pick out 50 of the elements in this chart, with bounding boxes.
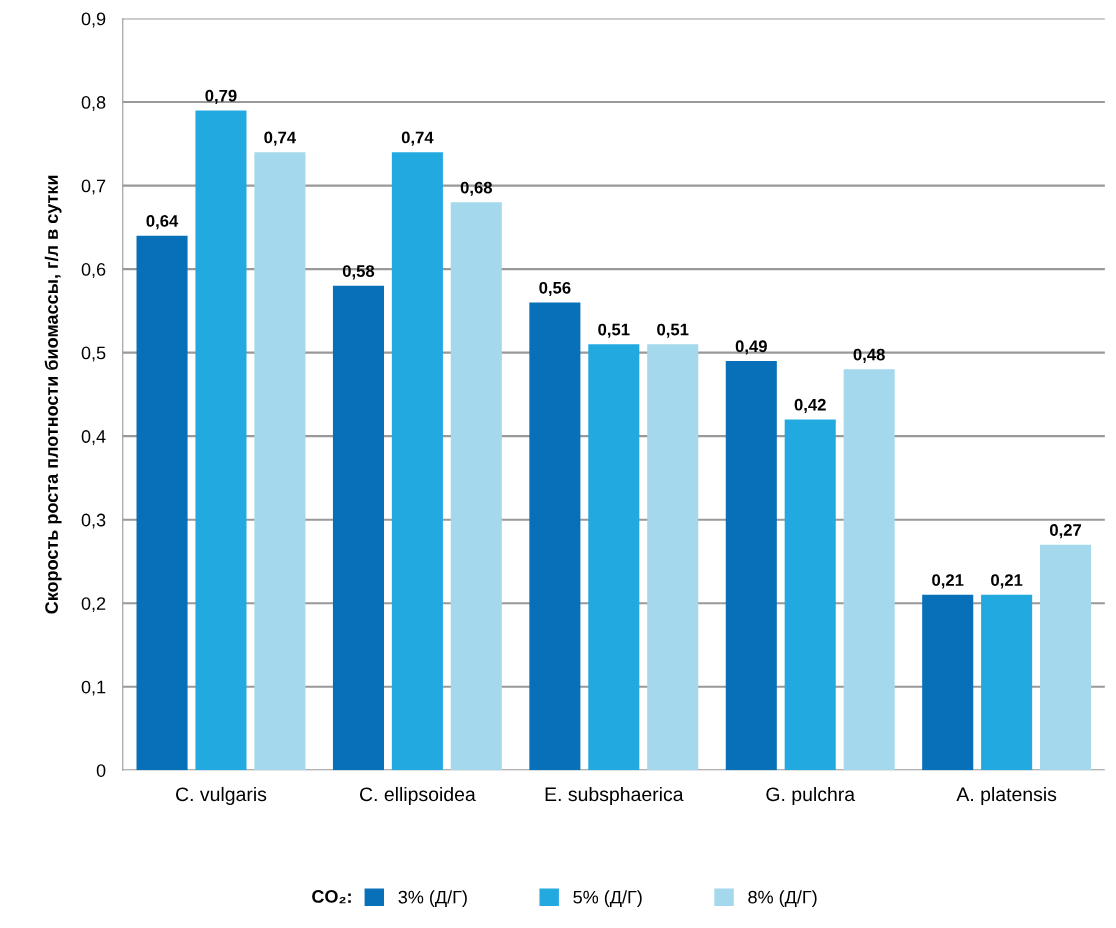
x-tick-label: A. platensis xyxy=(956,786,1057,806)
bar xyxy=(981,594,1033,771)
x-tick-label: C. ellipsoidea xyxy=(360,786,476,806)
bar xyxy=(843,369,895,771)
data-label: 0,58 xyxy=(342,265,375,280)
x-tick-label: G. pulchra xyxy=(766,786,856,806)
y-tick-label: 0,1 xyxy=(81,680,106,696)
data-label: 0,48 xyxy=(853,348,885,363)
data-label: 0,64 xyxy=(146,215,179,230)
bar xyxy=(450,202,502,771)
legend-label: 3% (Д/Г) xyxy=(398,890,467,908)
x-tick-label: E. subsphaerica xyxy=(545,786,684,806)
x-tick-label: C. vulgaris xyxy=(176,786,267,806)
data-label: 0,51 xyxy=(598,323,630,338)
y-tick-label: 0 xyxy=(96,764,106,777)
data-label: 0,49 xyxy=(735,340,767,355)
y-tick-label: 0,9 xyxy=(81,12,106,28)
bar xyxy=(254,152,306,771)
y-tick-label: 0,6 xyxy=(81,263,106,278)
bar xyxy=(922,594,974,771)
data-label: 0,21 xyxy=(991,574,1023,589)
y-tick-label: 0,5 xyxy=(81,346,106,362)
data-label: 0,74 xyxy=(264,131,297,146)
y-tick-label: 0,2 xyxy=(81,597,106,613)
y-tick-label: 0,3 xyxy=(81,513,106,529)
data-label: 0,79 xyxy=(205,89,237,104)
bar xyxy=(725,360,777,771)
legend-label: 8% (Д/Г) xyxy=(748,890,817,908)
bar xyxy=(136,235,188,771)
bar xyxy=(1040,544,1092,771)
bar xyxy=(588,344,640,771)
data-label: 0,51 xyxy=(657,323,689,338)
bar xyxy=(332,285,384,771)
bar xyxy=(391,152,443,771)
data-label: 0,68 xyxy=(460,181,493,196)
bar xyxy=(647,344,699,771)
bar xyxy=(784,419,836,771)
y-tick-label: 0,4 xyxy=(81,430,106,446)
data-label: 0,21 xyxy=(932,574,964,589)
data-label: 0,42 xyxy=(794,398,826,414)
bar xyxy=(529,302,581,771)
y-tick-label: 0,8 xyxy=(81,96,106,111)
data-label: 0,27 xyxy=(1050,524,1082,539)
y-tick-label: 0,7 xyxy=(81,179,106,195)
y-axis-title: Скорость роста плотности биомассы, г/л в сутки xyxy=(44,175,62,614)
data-label: 0,56 xyxy=(539,281,571,297)
bar xyxy=(195,110,247,771)
data-label: 0,74 xyxy=(401,131,434,146)
legend-label: 5% (Д/Г) xyxy=(573,890,642,908)
legend-title: CO₂: xyxy=(312,890,351,904)
